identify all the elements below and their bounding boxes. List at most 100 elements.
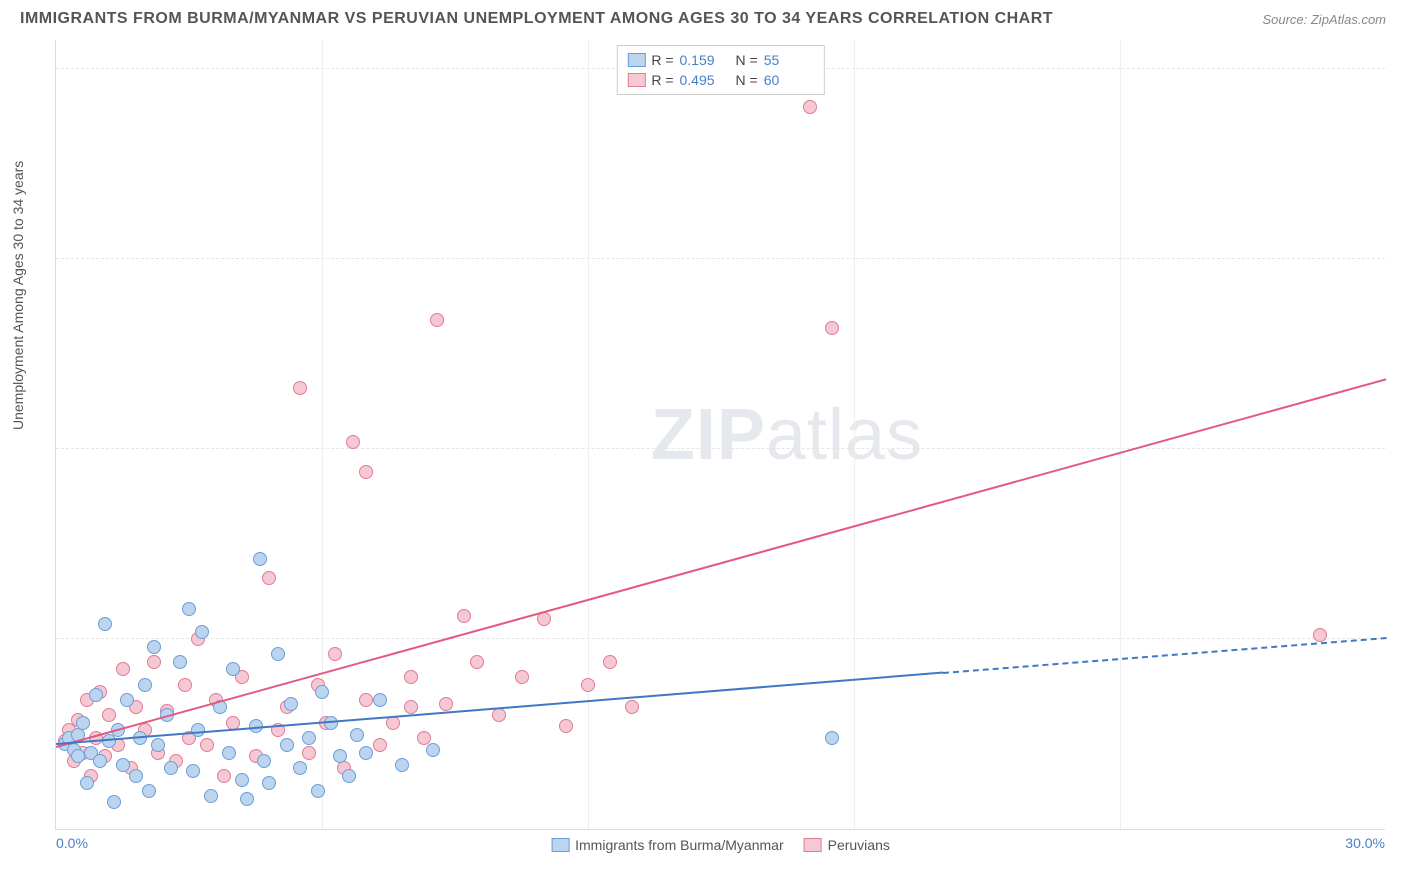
data-point [328,647,342,661]
swatch-series-a [627,53,645,67]
data-point [457,609,471,623]
data-point [426,743,440,757]
data-point [204,789,218,803]
data-point [430,313,444,327]
data-point [581,678,595,692]
data-point [470,655,484,669]
data-point [142,784,156,798]
gridline-v [854,40,855,829]
data-point [129,769,143,783]
data-point [200,738,214,752]
data-point [346,435,360,449]
y-tick-label: 12.5% [1390,615,1406,631]
data-point [825,731,839,745]
data-point [76,716,90,730]
data-point [147,640,161,654]
data-point [116,662,130,676]
gridline-v [322,40,323,829]
data-point [315,685,329,699]
stats-row-a: R = 0.159 N = 55 [627,50,813,70]
data-point [182,602,196,616]
data-point [280,738,294,752]
data-point [147,655,161,669]
data-point [559,719,573,733]
data-point [107,795,121,809]
swatch-b-icon [804,838,822,852]
data-point [302,746,316,760]
legend-item-a: Immigrants from Burma/Myanmar [551,837,783,853]
data-point [173,655,187,669]
gridline-h [56,638,1385,639]
chart-title: IMMIGRANTS FROM BURMA/MYANMAR VS PERUVIA… [20,10,1053,28]
data-point [257,754,271,768]
x-tick-max: 30.0% [1345,835,1385,851]
legend-item-b: Peruvians [804,837,890,853]
stats-legend: R = 0.159 N = 55 R = 0.495 N = 60 [616,45,824,95]
data-point [217,769,231,783]
data-point [262,571,276,585]
data-point [240,792,254,806]
y-tick-label: 25.0% [1390,425,1406,441]
data-point [235,773,249,787]
data-point [178,678,192,692]
data-point [253,552,267,566]
data-point [404,670,418,684]
data-point [186,764,200,778]
gridline-v [1120,40,1121,829]
data-point [116,758,130,772]
data-point [395,758,409,772]
data-point [195,625,209,639]
data-point [98,617,112,631]
data-point [93,754,107,768]
data-point [222,746,236,760]
data-point [293,381,307,395]
data-point [138,678,152,692]
gridline-h [56,258,1385,259]
data-point [404,700,418,714]
stats-row-b: R = 0.495 N = 60 [627,70,813,90]
y-tick-label: 37.5% [1390,235,1406,251]
data-point [102,708,116,722]
data-point [302,731,316,745]
data-point [80,776,94,790]
data-point [284,697,298,711]
data-point [625,700,639,714]
data-point [151,738,165,752]
data-point [164,761,178,775]
data-point [359,746,373,760]
data-point [262,776,276,790]
swatch-a-icon [551,838,569,852]
series-legend: Immigrants from Burma/Myanmar Peruvians [551,837,890,853]
y-axis-label: Unemployment Among Ages 30 to 34 years [10,161,26,430]
data-point [226,662,240,676]
data-point [373,693,387,707]
data-point [1313,628,1327,642]
plot-area: ZIPatlas 12.5%25.0%37.5%50.0% 0.0% 30.0%… [55,40,1385,830]
watermark: ZIPatlas [651,394,923,476]
data-point [89,688,103,702]
data-point [350,728,364,742]
data-point [342,769,356,783]
swatch-series-b [627,73,645,87]
data-point [359,465,373,479]
legend-label-b: Peruvians [828,837,890,853]
data-point [373,738,387,752]
x-tick-min: 0.0% [56,835,88,851]
data-point [333,749,347,763]
data-point [293,761,307,775]
data-point [271,647,285,661]
data-point [71,749,85,763]
gridline-h [56,448,1385,449]
data-point [439,697,453,711]
data-point [311,784,325,798]
trend-line [943,637,1386,674]
source-attribution: Source: ZipAtlas.com [1262,12,1386,27]
y-tick-label: 50.0% [1390,45,1406,61]
data-point [120,693,134,707]
gridline-v [588,40,589,829]
data-point [803,100,817,114]
data-point [492,708,506,722]
data-point [825,321,839,335]
data-point [603,655,617,669]
data-point [515,670,529,684]
